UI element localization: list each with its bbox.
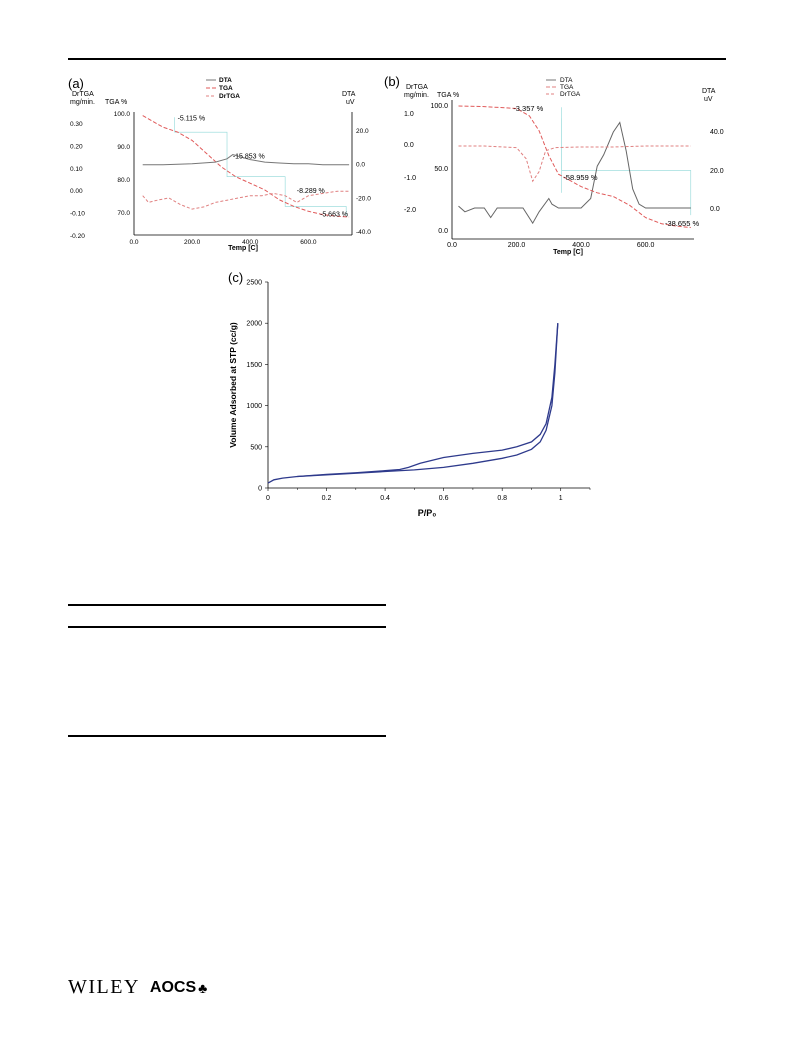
panel-a-dta-tick: -40.0 (356, 229, 371, 236)
panel-b-x-axis-label: Temp [C] (553, 249, 583, 256)
panel-c-series-adsorption (267, 323, 559, 484)
panel-c-y-axis-label: Volume Adsorbed at STP (cc/g) (228, 322, 238, 448)
panel-a-right-axis-units: uV (346, 99, 355, 106)
panel-c-x-tick-label: 1 (559, 495, 563, 502)
panel-a-tga-axis-title: TGA % (105, 99, 127, 106)
panel-b-annotation: -3.357 % (513, 104, 543, 113)
panel-c-y-tick-label: 2500 (246, 280, 262, 287)
panel-a-dta-tick: 20.0 (356, 128, 369, 135)
panel-a-series-drtga (142, 190, 350, 210)
panel-b-step-guides (561, 107, 692, 216)
panel-a-x-tick: 0.0 (129, 239, 138, 246)
panel-c-series-desorption (297, 323, 559, 478)
panel-b-x-tick: 400.0 (572, 242, 590, 249)
panel-a-letter: (a) (68, 76, 84, 91)
panel-c-y-tick-label: 1500 (246, 362, 262, 369)
panel-b-drtga-tick: -2.0 (404, 207, 416, 214)
panel-a-x-tick: 600.0 (300, 239, 317, 246)
panel-b-series-drtga (458, 145, 691, 183)
panel-a-dta-tick: -20.0 (356, 195, 371, 202)
panel-a-dta-tick: 0.0 (356, 162, 365, 169)
panel-a-left-axis-units: mg/min. (70, 99, 95, 106)
panel-b-letter: (b) (384, 74, 400, 89)
panel-b-annotation: -38.655 % (665, 219, 700, 228)
panel-a-tga-tick: 90.0 (117, 144, 130, 151)
table-bottom-rule (68, 735, 386, 737)
publisher-footer: WILEY AOCS ♣ (68, 976, 207, 999)
panel-a-drtga-tick: 0.00 (70, 188, 83, 195)
panel-b-right-axis-units: uV (704, 96, 713, 103)
panel-c-x-tick-label: 0 (266, 495, 270, 502)
panel-b-annotation: -58.959 % (563, 173, 598, 182)
panel-a-drtga-tick: 0.20 (70, 143, 83, 150)
panel-b-tga-axis-title: TGA % (437, 92, 459, 99)
panel-a-drtga-tick: 0.30 (70, 121, 83, 128)
table-top-rule (68, 604, 386, 606)
panel-b-tga-tick: 0.0 (438, 228, 448, 235)
panel-c-y-tick-label: 2000 (246, 321, 262, 328)
panel-a-tga-tick: 80.0 (117, 177, 130, 184)
panel-a-x-tick: 200.0 (184, 239, 201, 246)
panel-a-series-tga (142, 115, 350, 218)
panel-b-dta-tick: 20.0 (710, 168, 724, 175)
panel-a-annotation: -5.663 % (320, 211, 348, 218)
panel-a-legend-label: TGA (219, 85, 233, 92)
wiley-logo: WILEY (68, 976, 140, 998)
panel-b-legend-label: TGA (560, 84, 574, 91)
panel-a-legend-label: DTA (219, 77, 232, 84)
aocs-logo-icon: ♣ (198, 979, 208, 996)
panel-a-right-axis-title: DTA (342, 91, 356, 98)
panel-c-x-tick-label: 0.8 (497, 495, 507, 502)
panel-c-y-tick-label: 0 (258, 486, 262, 493)
panel-c-letter: (c) (228, 270, 244, 285)
panel-c-x-tick-label: 0.4 (380, 495, 390, 502)
panel-b-drtga-tick: 0.0 (404, 142, 414, 149)
panel-a-tga-tick: 100.0 (114, 111, 131, 118)
panel-a-annotation: -5.115 % (178, 116, 206, 123)
panel-a-x-tick: 400.0 (242, 239, 259, 246)
panel-b-series-dta (458, 121, 691, 225)
panel-b-x-tick: 600.0 (637, 242, 655, 249)
panel-a-tga-tick: 70.0 (117, 210, 130, 217)
panel-b-series-tga (458, 105, 691, 228)
panel-a-annotation: -8.289 % (297, 188, 325, 195)
panel-b-left-axis-title: DrTGA (406, 84, 428, 91)
panel-a-left-axis-title: DrTGA (72, 91, 94, 98)
isotherm-chart-c: 0 500 1000 1500 2000 2500 0 0.2 0.4 0.6 0.8 1 P/P₀ Vo… (228, 280, 591, 518)
panel-b-drtga-tick: 1.0 (404, 111, 414, 118)
panel-b-drtga-tick: -1.0 (404, 175, 416, 182)
panel-b-tga-tick: 50.0 (434, 166, 448, 173)
panel-a-drtga-tick: -0.10 (70, 211, 85, 218)
panel-b-x-tick: 0.0 (447, 242, 457, 249)
panel-b-legend-label: DrTGA (560, 91, 581, 98)
panel-a-drtga-tick: -0.20 (70, 233, 85, 240)
panel-c-y-tick-label: 1000 (246, 403, 262, 410)
panel-a-series-dta (142, 154, 350, 166)
panel-b-x-tick: 200.0 (508, 242, 526, 249)
panel-a-step-guides (174, 117, 347, 217)
panel-a-legend-label: DrTGA (219, 93, 240, 100)
panel-b-dta-tick: 0.0 (710, 206, 720, 213)
panel-b-legend-label: DTA (560, 77, 573, 84)
panel-b-tga-tick: 100.0 (430, 103, 448, 110)
table-header-rule (68, 626, 386, 628)
aocs-logo: AOCS (149, 978, 197, 996)
panel-c-x-tick-label: 0.6 (439, 495, 449, 502)
panel-b-left-axis-units: mg/min. (404, 92, 429, 99)
panel-a-annotation: -15.853 % (233, 154, 265, 161)
panel-c-y-tick-label: 500 (250, 444, 262, 451)
panel-c-x-tick-label: 0.2 (322, 495, 332, 502)
panel-b-right-axis-title: DTA (702, 88, 716, 95)
panel-c-x-axis-label: P/P₀ (418, 508, 437, 518)
panel-a-x-axis-label: Temp [C] (228, 245, 258, 252)
header-rule (68, 58, 726, 60)
panel-a-drtga-tick: 0.10 (70, 166, 83, 173)
panel-b-dta-tick: 40.0 (710, 129, 724, 136)
